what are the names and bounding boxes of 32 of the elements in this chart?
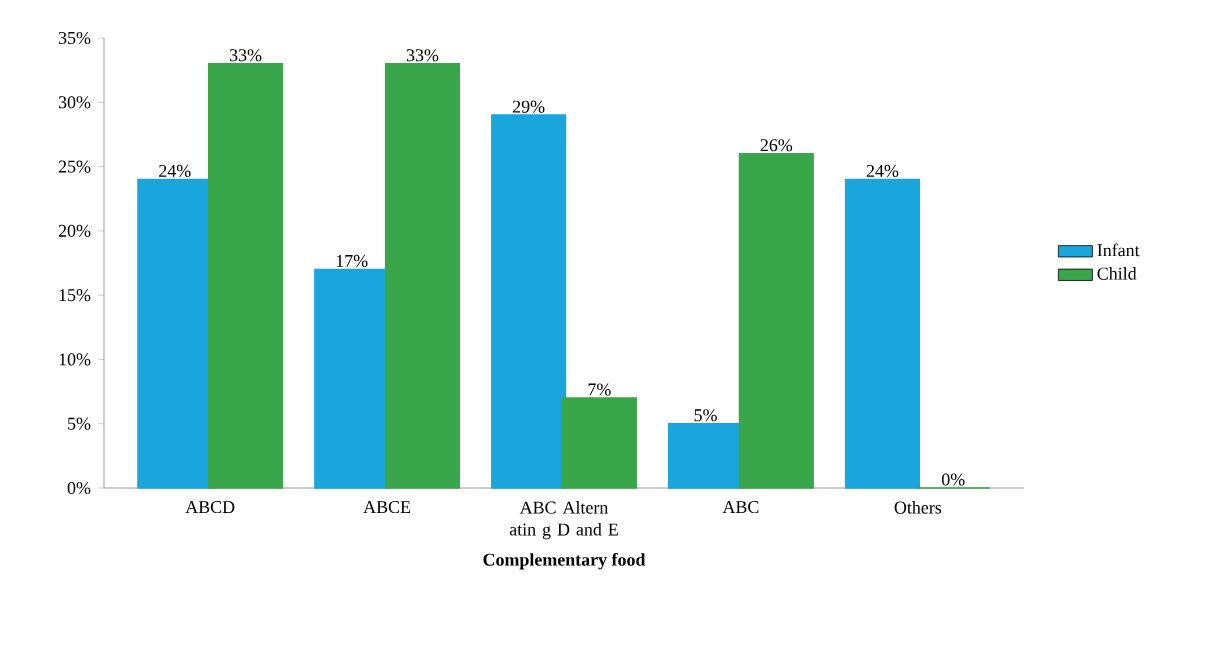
data-label: 0% xyxy=(941,473,965,486)
legend-label: Infant xyxy=(1097,243,1140,257)
y-tick-label: 30% xyxy=(58,96,91,109)
bar xyxy=(491,114,567,489)
x-tick-label: Others xyxy=(894,501,942,514)
x-axis-title: Complementary food xyxy=(483,552,646,570)
data-label: 29% xyxy=(512,100,545,113)
data-label: 7% xyxy=(588,383,611,396)
data-label: 26% xyxy=(760,139,793,152)
y-tick-label: 25% xyxy=(58,160,91,173)
y-tick-label: 5% xyxy=(68,417,91,430)
data-label: 24% xyxy=(159,164,191,178)
bar xyxy=(738,152,814,489)
data-label: 33% xyxy=(406,49,439,62)
x-tick-label: ABCD xyxy=(185,501,235,514)
legend-label: Child xyxy=(1097,267,1137,280)
data-label: 33% xyxy=(229,49,262,62)
data-label: 17% xyxy=(336,254,368,268)
y-tick-label: 10% xyxy=(59,353,91,366)
y-tick-label: 35% xyxy=(58,31,91,45)
bar xyxy=(561,397,637,489)
bar xyxy=(207,62,284,489)
bar xyxy=(384,62,461,489)
data-label: 5% xyxy=(694,409,717,422)
bar xyxy=(844,178,921,489)
x-tick-label: ABC Altern atin g D and E xyxy=(509,501,618,540)
x-tick-label: ABC xyxy=(722,501,759,514)
x-tick-label: ABCE xyxy=(363,501,411,514)
data-label: 24% xyxy=(866,164,899,178)
y-tick-label: 0% xyxy=(67,481,91,495)
y-tick-label: 20% xyxy=(58,224,91,237)
y-tick-label: 15% xyxy=(59,289,91,302)
